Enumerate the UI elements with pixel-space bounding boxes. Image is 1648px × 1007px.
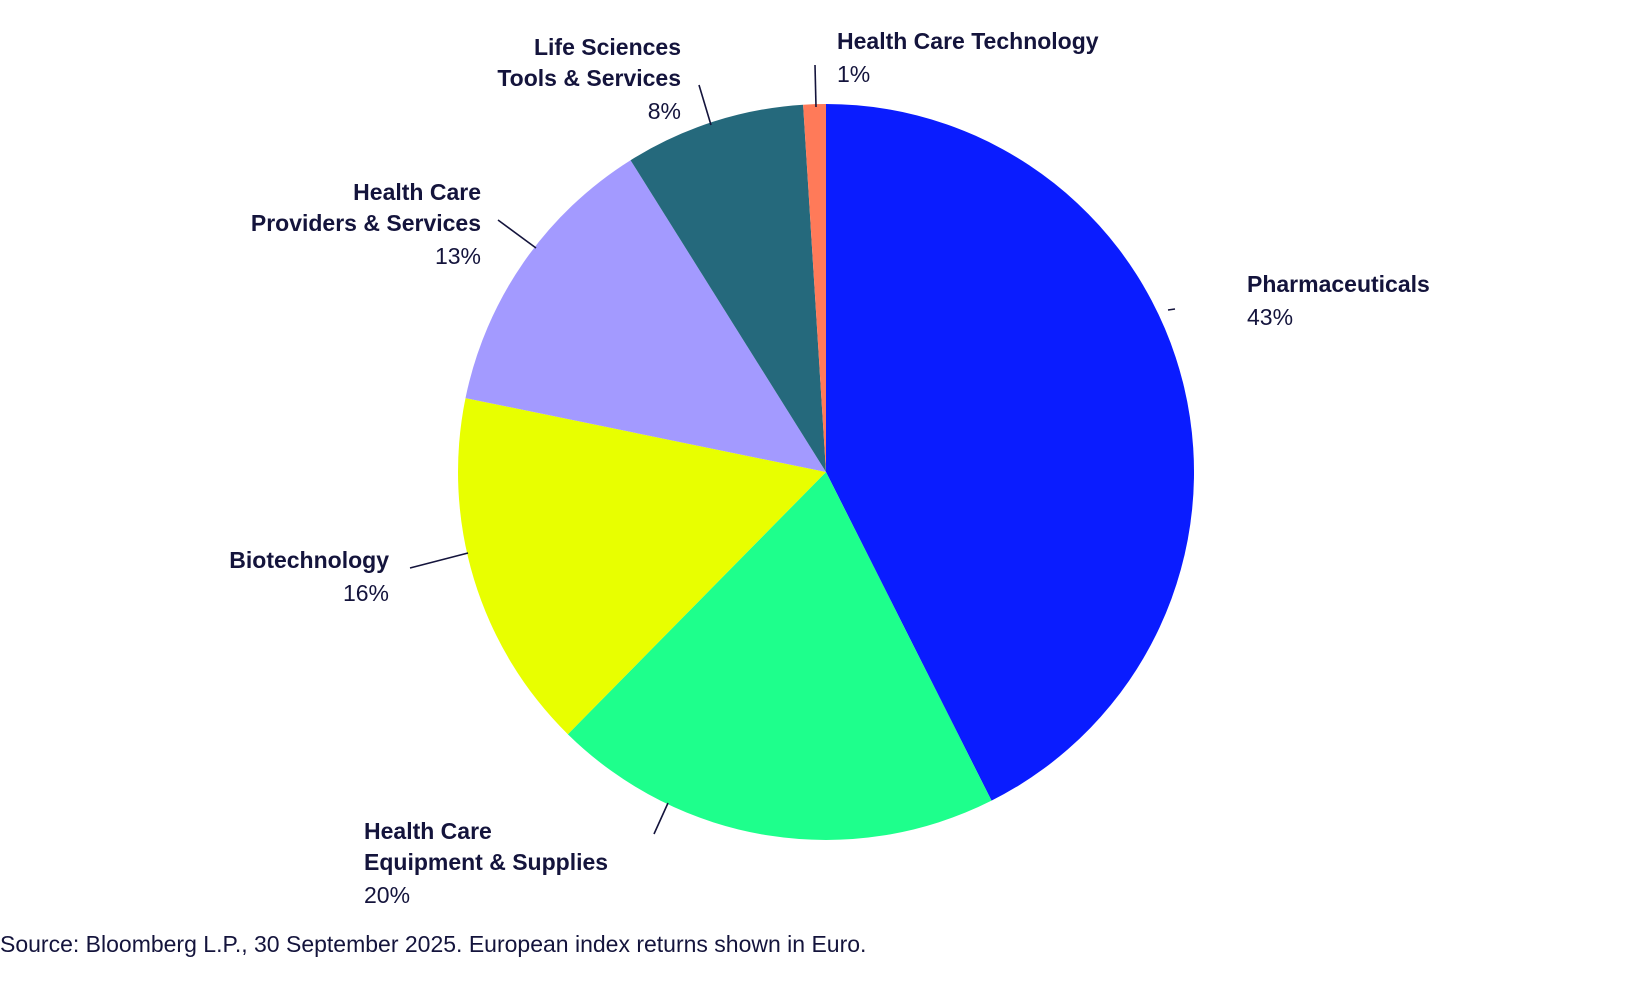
slice-label-3-line-1: Providers & Services (251, 210, 481, 236)
slice-label-2-line-0: Biotechnology (229, 547, 389, 573)
pie-slice-0 (826, 104, 1195, 801)
leader-line-2 (409, 552, 469, 569)
slice-value-label-1: 20% (364, 882, 410, 908)
pie-slices (458, 104, 1195, 841)
leader-lines (409, 64, 1176, 835)
slice-value-label-2: 16% (343, 580, 389, 606)
slice-value-label-5: 1% (837, 61, 870, 87)
leader-line-3 (497, 219, 537, 249)
slice-label-1-line-1: Equipment & Supplies (364, 849, 608, 875)
leader-line-5 (814, 64, 817, 108)
slice-label-1-line-0: Health Care (364, 818, 492, 844)
slice-labels: Pharmaceuticals 43% Health Care Equipment &… (229, 28, 1430, 908)
pie-slice-5 (803, 104, 826, 472)
pie-slice-2 (458, 398, 826, 735)
slice-value-label-3: 13% (435, 243, 481, 269)
slice-label-4-line-1: Tools & Services (497, 65, 681, 91)
pie-slice-3 (465, 160, 826, 472)
pie-slice-1 (567, 472, 992, 841)
slice-value-label-4: 8% (648, 98, 681, 124)
pie-slice-4 (630, 104, 826, 473)
leader-line-4 (698, 84, 712, 126)
slice-label-4-line-0: Life Sciences (534, 34, 681, 60)
slice-value-label-0: 43% (1247, 304, 1293, 330)
source-note: Source: Bloomberg L.P., 30 September 202… (0, 931, 867, 957)
leader-line-0 (1167, 308, 1176, 311)
slice-label-5-line-0: Health Care Technology (837, 28, 1099, 54)
slice-label-0-line-0: Pharmaceuticals (1247, 271, 1430, 297)
slice-label-3-line-0: Health Care (353, 179, 481, 205)
leader-line-1 (653, 802, 669, 835)
